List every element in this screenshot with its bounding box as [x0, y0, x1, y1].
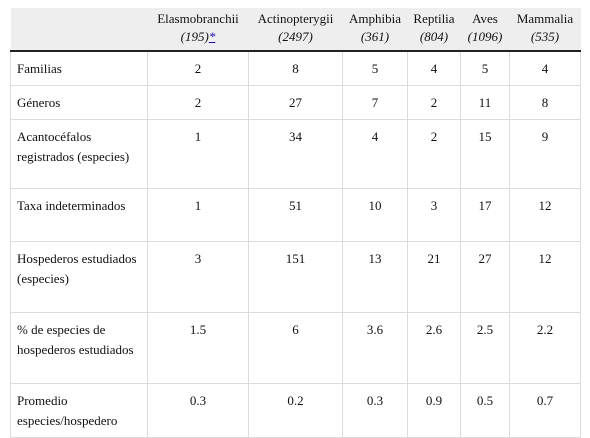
- column-name: Aves: [472, 11, 498, 26]
- cell-value: 0.9: [407, 383, 461, 438]
- column-name: Reptilia: [413, 11, 455, 26]
- column-name: Mammalia: [516, 11, 574, 26]
- cell-value: 8: [509, 85, 581, 120]
- column-header: Mammalia (535): [509, 8, 581, 52]
- table-row: Hospederos estudiados (especies) 3 151 13 21…: [10, 241, 581, 313]
- table-row: Acantocéfalos registrados (especies) 1 34 4…: [10, 119, 581, 189]
- column-count: (195): [180, 29, 209, 44]
- cell-value: 0.5: [460, 383, 510, 438]
- cell-value: 10: [342, 188, 408, 242]
- cell-value: 0.3: [342, 383, 408, 438]
- column-header: Reptilia (804): [407, 8, 461, 52]
- row-label: Taxa indeterminados: [10, 188, 148, 242]
- cell-value: 5: [460, 51, 510, 86]
- cell-value: 15: [460, 119, 510, 189]
- cell-value: 1: [147, 188, 249, 242]
- cell-value: 21: [407, 241, 461, 313]
- column-count-line: (1096): [461, 28, 510, 46]
- column-header: Amphibia (361): [342, 8, 408, 52]
- cell-value: 0.2: [248, 383, 343, 438]
- table-row: Taxa indeterminados 1 51 10 3 17 12: [10, 188, 581, 242]
- cell-value: 7: [342, 85, 408, 120]
- footnote-link[interactable]: *: [208, 29, 216, 44]
- row-label: Hospederos estudiados (especies): [10, 241, 148, 313]
- cell-value: 12: [509, 241, 581, 313]
- cell-value: 2: [407, 119, 461, 189]
- row-label: % de especies de hospederos estudiados: [10, 312, 148, 384]
- cell-value: 34: [248, 119, 343, 189]
- cell-value: 1: [147, 119, 249, 189]
- column-count-line: (2497): [249, 28, 343, 46]
- row-label: Familias: [10, 51, 148, 86]
- row-label: Géneros: [10, 85, 148, 120]
- column-name: Amphibia: [349, 11, 401, 26]
- cell-value: 27: [460, 241, 510, 313]
- header-row: Elasmobranchii (195)* Actinopterygii (2497)…: [10, 8, 581, 52]
- table-row: Géneros 2 27 7 2 11 8: [10, 85, 581, 120]
- column-header: Aves (1096): [460, 8, 510, 52]
- cell-value: 4: [509, 51, 581, 86]
- data-table: Elasmobranchii (195)* Actinopterygii (2497)…: [10, 8, 581, 438]
- table-row: Familias 2 8 5 4 5 4: [10, 51, 581, 86]
- cell-value: 3.6: [342, 312, 408, 384]
- cell-value: 151: [248, 241, 343, 313]
- corner-cell: [10, 8, 148, 52]
- cell-value: 2: [147, 51, 249, 86]
- column-header: Elasmobranchii (195)*: [147, 8, 249, 52]
- cell-value: 12: [509, 188, 581, 242]
- cell-value: 2.2: [509, 312, 581, 384]
- cell-value: 3: [147, 241, 249, 313]
- column-count: (804): [419, 29, 449, 44]
- column-header: Actinopterygii (2497): [248, 8, 343, 52]
- cell-value: 27: [248, 85, 343, 120]
- column-count-line: (195)*: [148, 28, 249, 46]
- row-label: Promedio especies/hospedero: [10, 383, 148, 438]
- table-row: % de especies de hospederos estudiados 1.…: [10, 312, 581, 384]
- cell-value: 2: [147, 85, 249, 120]
- column-count: (361): [360, 29, 390, 44]
- cell-value: 2: [407, 85, 461, 120]
- table-row: Promedio especies/hospedero 0.3 0.2 0.3 0.9 0…: [10, 383, 581, 438]
- cell-value: 0.3: [147, 383, 249, 438]
- column-count: (2497): [278, 29, 313, 44]
- column-count-line: (361): [343, 28, 408, 46]
- cell-value: 17: [460, 188, 510, 242]
- cell-value: 4: [342, 119, 408, 189]
- cell-value: 13: [342, 241, 408, 313]
- cell-value: 0.7: [509, 383, 581, 438]
- cell-value: 9: [509, 119, 581, 189]
- cell-value: 6: [248, 312, 343, 384]
- cell-value: 2.6: [407, 312, 461, 384]
- cell-value: 51: [248, 188, 343, 242]
- column-count: (1096): [467, 29, 503, 44]
- table-body: Familias 2 8 5 4 5 4 Géneros 2 27 7 2 11 8 Acantocéfal…: [10, 51, 581, 438]
- column-count-line: (804): [408, 28, 461, 46]
- column-count: (535): [530, 29, 560, 44]
- cell-value: 1.5: [147, 312, 249, 384]
- cell-value: 2.5: [460, 312, 510, 384]
- cell-value: 4: [407, 51, 461, 86]
- row-label: Acantocéfalos registrados (especies): [10, 119, 148, 189]
- cell-value: 5: [342, 51, 408, 86]
- cell-value: 8: [248, 51, 343, 86]
- column-count-line: (535): [510, 28, 581, 46]
- cell-value: 11: [460, 85, 510, 120]
- column-name: Actinopterygii: [257, 11, 334, 26]
- cell-value: 3: [407, 188, 461, 242]
- column-name: Elasmobranchii: [157, 11, 239, 26]
